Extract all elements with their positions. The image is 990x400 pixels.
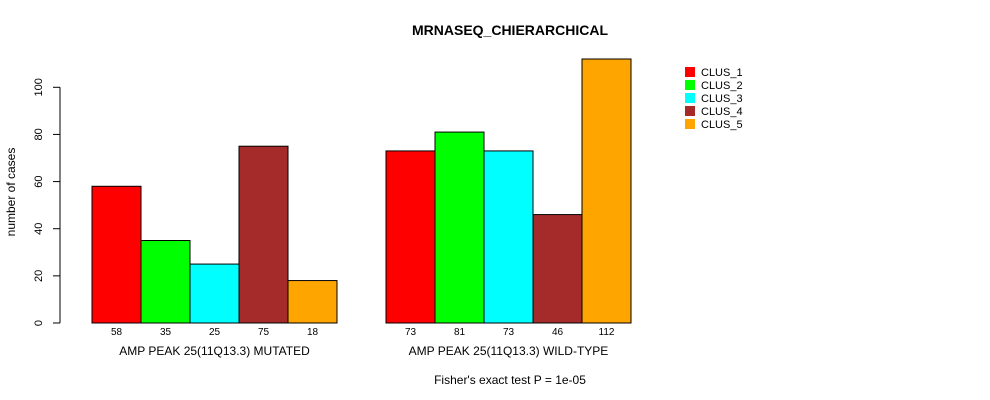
bar-clus-1 xyxy=(385,150,436,324)
bar-count-label: 112 xyxy=(599,327,615,338)
y-tick-label: 100 xyxy=(33,78,45,96)
bar-count-label: 81 xyxy=(454,327,466,338)
bar-count-label: 73 xyxy=(405,327,417,338)
legend-label: CLUS_2 xyxy=(701,80,743,92)
chart-title: MRNASEQ_CHIERARCHICAL xyxy=(412,22,608,38)
bar-clus-2 xyxy=(434,131,485,324)
group-label: AMP PEAK 25(11Q13.3) MUTATED xyxy=(119,344,310,358)
bar-clus-1 xyxy=(91,185,142,324)
bar-count-label: 58 xyxy=(111,327,123,338)
bars xyxy=(91,58,632,324)
bar-count-label: 35 xyxy=(160,327,172,338)
bar-clus-5 xyxy=(287,280,338,324)
group-labels: AMP PEAK 25(11Q13.3) MUTATED AMP PEAK 25(… xyxy=(119,344,608,358)
bar-clus-2 xyxy=(140,240,191,324)
legend-swatch xyxy=(685,106,695,116)
y-tick-label: 0 xyxy=(33,320,45,326)
legend-swatch xyxy=(685,67,695,77)
bar-clus-5 xyxy=(581,58,632,324)
legend-label: CLUS_5 xyxy=(701,119,743,131)
bar-clus-4 xyxy=(238,145,289,324)
y-axis-label: number of cases xyxy=(4,148,18,237)
legend-swatch xyxy=(685,119,695,129)
bar-count-label: 75 xyxy=(258,327,270,338)
legend-swatch xyxy=(685,93,695,103)
legend-swatch xyxy=(685,80,695,90)
group-label: AMP PEAK 25(11Q13.3) WILD-TYPE xyxy=(409,344,609,358)
y-tick-label: 40 xyxy=(33,223,45,235)
legend-label: CLUS_1 xyxy=(701,67,743,79)
bar-count-label: 73 xyxy=(503,327,515,338)
bar-clus-4 xyxy=(532,214,583,324)
bar-clus-3 xyxy=(483,150,534,324)
fisher-test-note: Fisher's exact test P = 1e-05 xyxy=(434,373,586,387)
y-tick-label: 60 xyxy=(33,175,45,187)
bar-count-label: 25 xyxy=(209,327,221,338)
legend-label: CLUS_3 xyxy=(701,93,743,105)
bar-count-labels: 58 35 25 75 18 73 81 73 46 112 xyxy=(111,327,615,338)
bar-clus-3 xyxy=(189,263,240,324)
y-axis: 0 20 40 60 80 100 xyxy=(33,78,61,326)
bar-count-label: 46 xyxy=(552,327,564,338)
bar-count-label: 18 xyxy=(307,327,319,338)
y-tick-label: 80 xyxy=(33,128,45,140)
legend-label: CLUS_4 xyxy=(701,106,743,118)
y-tick-label: 20 xyxy=(33,270,45,282)
